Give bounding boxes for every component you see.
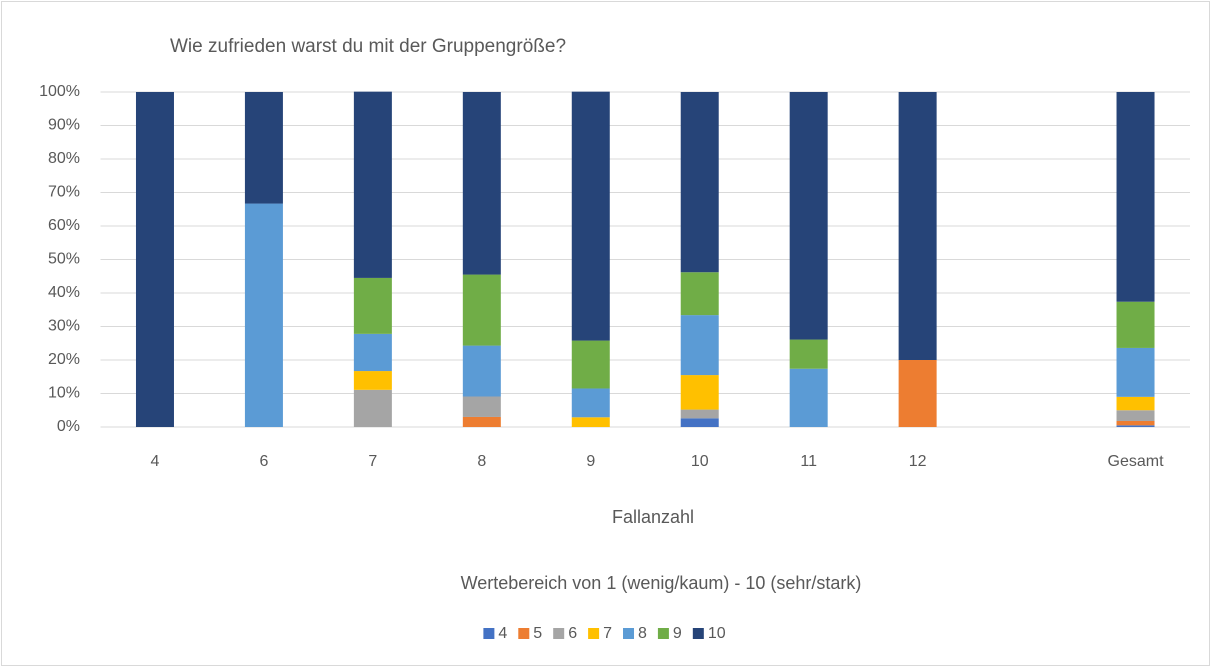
bar-segment bbox=[135, 92, 174, 427]
x-tick-label: Gesamt bbox=[1108, 453, 1165, 470]
y-tick-label: 20% bbox=[48, 351, 80, 368]
chart-title: Wie zufrieden warst du mit der Gruppengr… bbox=[170, 36, 566, 57]
bar-segment bbox=[571, 340, 610, 389]
x-tick-label: 4 bbox=[151, 453, 160, 470]
y-tick-label: 90% bbox=[48, 117, 80, 134]
y-tick-label: 70% bbox=[48, 184, 80, 201]
legend-swatch bbox=[588, 628, 600, 639]
bar-segment bbox=[680, 315, 719, 376]
bar-segment bbox=[789, 339, 828, 369]
bar-segment bbox=[462, 274, 501, 346]
legend-swatch bbox=[692, 628, 704, 639]
x-tick-label: 10 bbox=[691, 453, 709, 470]
legend-label: 6 bbox=[568, 625, 577, 642]
legend-label: 8 bbox=[638, 625, 647, 642]
bar-segment bbox=[1116, 301, 1155, 348]
x-tick-label: 11 bbox=[800, 453, 817, 470]
legend-label: 4 bbox=[498, 625, 507, 642]
y-tick-label: 60% bbox=[48, 217, 80, 234]
bar-segment bbox=[462, 416, 501, 427]
x-tick-label: 6 bbox=[259, 453, 268, 470]
legend-swatch bbox=[483, 628, 495, 639]
bar-segment bbox=[244, 203, 283, 427]
bar-segment bbox=[462, 345, 501, 397]
y-tick-label: 0% bbox=[57, 418, 80, 435]
legend-swatch bbox=[657, 628, 669, 639]
legend-label: 10 bbox=[708, 625, 726, 642]
x-tick-label: 12 bbox=[909, 453, 927, 470]
x-axis-title: Fallanzahl bbox=[612, 507, 694, 527]
legend-title: Wertebereich von 1 (wenig/kaum) - 10 (se… bbox=[461, 573, 862, 593]
y-tick-label: 40% bbox=[48, 284, 80, 301]
bar-segment bbox=[680, 272, 719, 316]
y-tick-label: 10% bbox=[48, 385, 80, 402]
bar-segment bbox=[462, 92, 501, 275]
bar-segment bbox=[462, 396, 501, 417]
bar-segment bbox=[680, 418, 719, 427]
legend-swatch bbox=[623, 628, 635, 639]
y-tick-label: 30% bbox=[48, 318, 80, 335]
legend-label: 9 bbox=[673, 625, 682, 642]
bar-segment bbox=[898, 360, 937, 427]
x-tick-label: 8 bbox=[477, 453, 486, 470]
bar-segment bbox=[571, 388, 610, 418]
bar-segment bbox=[680, 375, 719, 410]
bar-segment bbox=[244, 92, 283, 204]
bar-segment bbox=[353, 371, 392, 390]
bar-segment bbox=[353, 91, 392, 278]
bar-segment bbox=[1116, 410, 1155, 421]
bar-segment bbox=[353, 277, 392, 334]
y-tick-label: 50% bbox=[48, 251, 80, 268]
y-tick-label: 80% bbox=[48, 150, 80, 167]
bar-segment bbox=[1116, 425, 1155, 427]
y-tick-label: 100% bbox=[39, 83, 80, 100]
legend-swatch bbox=[518, 628, 530, 639]
bar-segment bbox=[353, 389, 392, 427]
bar-segment bbox=[789, 368, 828, 427]
bar-segment bbox=[789, 92, 828, 340]
bar-segment bbox=[898, 92, 937, 360]
bar-segment bbox=[353, 333, 392, 372]
legend-swatch bbox=[553, 628, 565, 639]
x-tick-label: 9 bbox=[586, 453, 595, 470]
bar-segment bbox=[680, 92, 719, 273]
legend-label: 5 bbox=[533, 625, 542, 642]
bar-segment bbox=[571, 91, 610, 341]
x-tick-label: 7 bbox=[368, 453, 377, 470]
legend-label: 7 bbox=[603, 625, 612, 642]
bar-segment bbox=[1116, 396, 1155, 411]
bar-segment bbox=[1116, 420, 1155, 426]
bar-segment bbox=[571, 417, 610, 427]
bar-segment bbox=[680, 409, 719, 419]
bar-segment bbox=[1116, 347, 1155, 397]
bar-segment bbox=[1116, 92, 1155, 302]
